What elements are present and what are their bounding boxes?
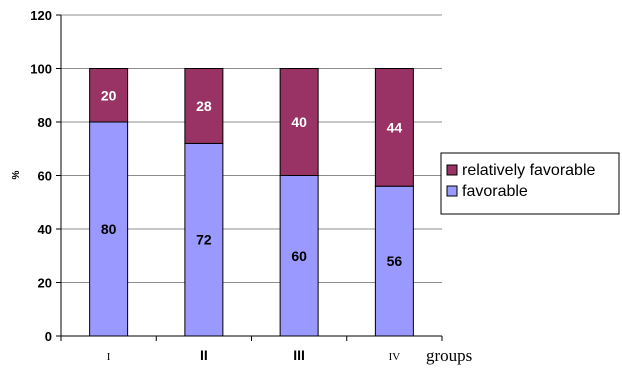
y-tick-label: 40 bbox=[38, 222, 52, 237]
data-label: 72 bbox=[196, 232, 212, 248]
legend-label: favorable bbox=[462, 183, 528, 200]
data-labels: 80 20 72 28 60 40 56 44 bbox=[101, 87, 403, 269]
data-label: 60 bbox=[291, 248, 307, 264]
y-tick-label: 60 bbox=[38, 169, 52, 184]
bar-segment bbox=[184, 68, 224, 144]
x-tick-label: III bbox=[293, 347, 305, 363]
bar-segment bbox=[279, 175, 319, 337]
y-tick-label: 100 bbox=[30, 62, 52, 77]
bar-segment bbox=[89, 68, 129, 123]
x-axis-label: groups bbox=[426, 346, 472, 365]
bar-segment bbox=[184, 142, 224, 337]
data-label: 28 bbox=[196, 98, 212, 114]
y-tick-label: 80 bbox=[38, 115, 52, 130]
data-label: 56 bbox=[387, 253, 403, 269]
y-axis-label: % bbox=[11, 170, 22, 179]
data-label: 20 bbox=[101, 87, 117, 103]
data-label: 40 bbox=[291, 114, 307, 130]
y-tick-label: 0 bbox=[45, 329, 52, 344]
y-tick-label: 120 bbox=[30, 8, 52, 23]
y-tick-label: 20 bbox=[38, 276, 52, 291]
bar-segment bbox=[374, 68, 414, 187]
legend: relatively favorable favorable bbox=[440, 152, 620, 215]
bars bbox=[89, 68, 414, 337]
bar-segment bbox=[374, 185, 414, 337]
data-label: 44 bbox=[387, 119, 403, 135]
x-tick-label: IV bbox=[389, 351, 401, 363]
legend-swatch bbox=[446, 164, 458, 176]
legend-swatch bbox=[446, 185, 458, 197]
legend-label: relatively favorable bbox=[462, 162, 596, 179]
x-tick-label: II bbox=[200, 347, 208, 363]
legend-box bbox=[440, 152, 620, 215]
bar-segment bbox=[279, 68, 319, 176]
data-label: 80 bbox=[101, 221, 117, 237]
x-tick-label: I bbox=[107, 351, 111, 363]
